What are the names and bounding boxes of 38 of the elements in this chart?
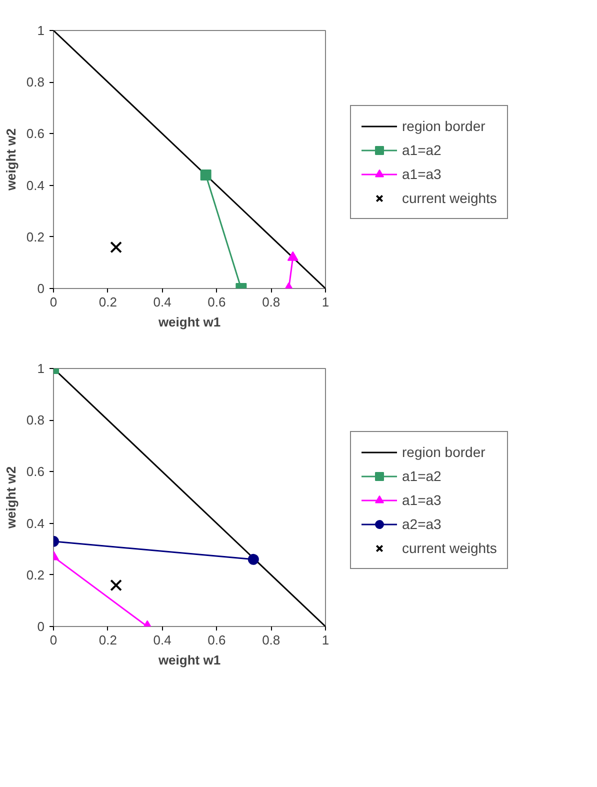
- y-tick-label: 0.2: [26, 567, 45, 582]
- y-tick-label: 0.6: [26, 126, 45, 142]
- x-tick-label: 0.4: [153, 294, 172, 310]
- x-tick-label: 0.2: [98, 294, 117, 310]
- x-tick-label: 0.4: [153, 632, 172, 648]
- point: [200, 169, 212, 180]
- x-tick-label: 0.2: [98, 632, 117, 648]
- legend-label: a1=a2: [402, 142, 442, 158]
- legend-label: current weights: [402, 540, 497, 556]
- x-tick-label: 0.6: [208, 632, 226, 648]
- x-axis-title: weight w1: [157, 314, 221, 330]
- x-tick-label: 1: [322, 294, 330, 310]
- y-tick-label: 0.8: [26, 74, 45, 90]
- legend-label: a1=a2: [402, 468, 442, 484]
- y-tick-label: 0: [37, 281, 45, 296]
- x-tick-label: 0.8: [262, 632, 280, 648]
- y-tick-label: 0: [37, 619, 45, 634]
- y-tick-label: 0.2: [26, 229, 45, 244]
- y-axis-title: weight w2: [3, 466, 18, 530]
- y-axis-title: weight w2: [3, 128, 18, 192]
- legend-label: a2=a3: [402, 516, 442, 532]
- legend-label: region border: [402, 444, 486, 460]
- y-tick-label: 0.4: [26, 178, 45, 193]
- legend-label: a1=a3: [402, 166, 442, 182]
- y-tick-label: 0.6: [26, 464, 45, 480]
- x-tick-label: 0.8: [262, 294, 280, 310]
- x-axis-title: weight w1: [157, 652, 221, 668]
- y-tick-label: 0.4: [26, 516, 45, 531]
- x-tick-label: 0.6: [208, 294, 226, 310]
- x-tick-label: 0: [50, 294, 58, 310]
- y-tick-label: 0.8: [26, 412, 45, 428]
- legend-label: current weights: [402, 190, 497, 206]
- y-tick-label: 1: [37, 23, 45, 38]
- legend-label: region border: [402, 118, 486, 134]
- x-tick-label: 0: [50, 632, 58, 648]
- y-tick-label: 1: [37, 361, 45, 376]
- legend-label: a1=a3: [402, 492, 442, 508]
- x-tick-label: 1: [322, 632, 330, 648]
